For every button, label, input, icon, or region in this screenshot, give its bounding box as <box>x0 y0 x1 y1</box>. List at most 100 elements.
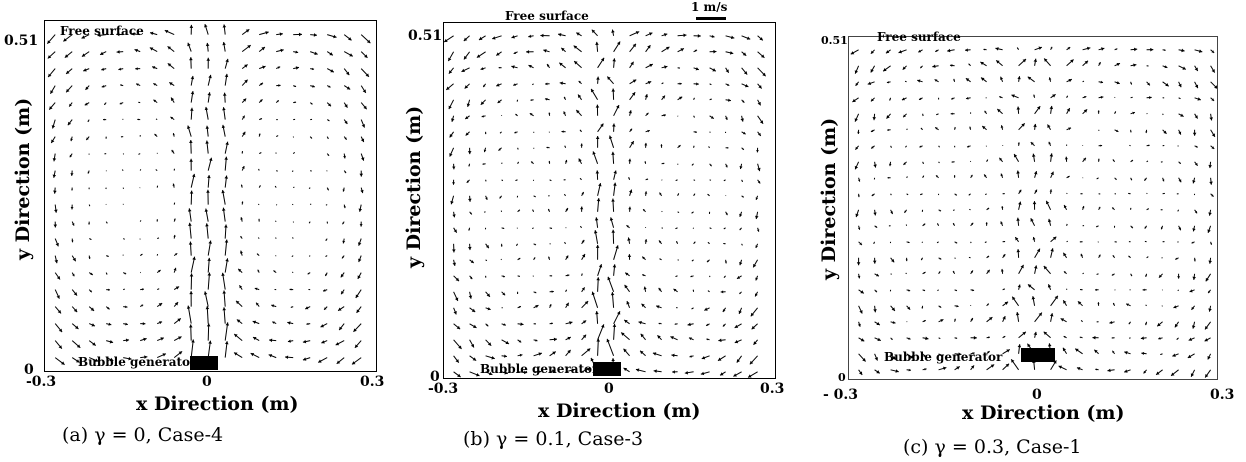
velocity-arrow <box>1124 369 1131 373</box>
velocity-arrow <box>189 24 194 35</box>
velocity-arrow <box>1130 225 1134 229</box>
velocity-arrow <box>548 256 551 260</box>
velocity-arrow <box>1178 161 1182 165</box>
velocity-arrow <box>289 288 294 291</box>
velocity-arrow <box>156 288 160 291</box>
velocity-arrow <box>101 67 107 71</box>
velocity-arrow <box>613 104 620 117</box>
velocity-arrow <box>565 302 570 309</box>
panel-a-ytick-top: 0.51 <box>4 33 39 49</box>
velocity-arrow <box>173 318 182 324</box>
velocity-arrow <box>595 170 600 180</box>
velocity-arrow <box>1031 153 1036 162</box>
velocity-arrow <box>687 322 694 327</box>
velocity-arrow <box>71 272 75 277</box>
velocity-arrow <box>661 46 670 53</box>
velocity-arrow <box>1160 161 1163 163</box>
velocity-arrow <box>187 42 192 52</box>
velocity-arrow <box>516 227 518 229</box>
velocity-arrow <box>517 305 522 309</box>
velocity-arrow <box>1027 76 1035 83</box>
velocity-arrow <box>1155 369 1163 376</box>
velocity-arrow <box>950 97 955 100</box>
velocity-arrow <box>906 337 911 340</box>
velocity-arrow <box>1208 257 1212 264</box>
velocity-arrow <box>906 128 908 131</box>
velocity-arrow <box>952 270 956 275</box>
panel-a-ylabel: y Direction (m) <box>12 97 34 260</box>
velocity-arrow <box>81 51 90 57</box>
velocity-arrow <box>890 369 899 373</box>
velocity-arrow <box>595 244 600 260</box>
velocity-arrow <box>642 208 646 213</box>
velocity-arrow <box>1160 209 1163 211</box>
velocity-arrow <box>966 145 971 148</box>
velocity-arrow <box>901 97 907 101</box>
velocity-arrow <box>563 179 566 181</box>
velocity-arrow <box>906 289 911 292</box>
velocity-arrow <box>293 66 300 70</box>
velocity-arrow <box>322 289 328 292</box>
velocity-arrow <box>69 153 73 158</box>
velocity-arrow <box>335 340 345 346</box>
velocity-arrow <box>660 144 663 148</box>
velocity-arrow <box>693 115 695 118</box>
velocity-arrow <box>1208 209 1212 216</box>
velocity-arrow <box>629 79 637 85</box>
velocity-arrow <box>560 47 566 53</box>
velocity-arrow <box>596 76 600 84</box>
velocity-arrow <box>449 131 455 138</box>
velocity-arrow <box>549 351 557 357</box>
velocity-arrow <box>292 136 295 138</box>
panel-b-xtick-mid: 0 <box>604 381 614 397</box>
velocity-arrow <box>1098 80 1104 84</box>
velocity-arrow <box>644 142 648 148</box>
velocity-arrow <box>938 337 941 340</box>
velocity-arrow <box>709 163 712 167</box>
velocity-arrow <box>1097 158 1100 162</box>
velocity-arrow <box>606 76 614 85</box>
velocity-arrow <box>1111 350 1116 355</box>
velocity-arrow <box>1162 113 1164 116</box>
velocity-arrow <box>1049 153 1054 162</box>
velocity-arrow <box>224 156 228 171</box>
velocity-arrow <box>725 146 729 149</box>
velocity-arrow <box>1162 97 1165 99</box>
velocity-arrow <box>156 185 159 188</box>
velocity-arrow <box>453 339 462 350</box>
velocity-arrow <box>453 227 458 233</box>
velocity-arrow <box>1130 159 1134 163</box>
velocity-arrow <box>140 322 146 326</box>
velocity-arrow <box>725 67 730 73</box>
velocity-arrow <box>241 28 250 36</box>
velocity-arrow <box>1162 129 1167 135</box>
velocity-arrow <box>1194 209 1198 214</box>
velocity-arrow <box>575 109 582 117</box>
velocity-arrow <box>985 193 987 196</box>
velocity-arrow <box>1047 124 1052 131</box>
velocity-arrow <box>741 243 743 246</box>
velocity-arrow <box>1049 189 1053 194</box>
velocity-arrow <box>1080 319 1083 323</box>
velocity-arrow <box>693 67 700 71</box>
velocity-arrow <box>676 307 678 309</box>
velocity-arrow <box>969 208 971 211</box>
velocity-arrow <box>122 153 125 155</box>
velocity-arrow <box>874 225 878 229</box>
velocity-arrow <box>343 34 352 41</box>
velocity-arrow <box>309 136 313 139</box>
velocity-arrow <box>690 275 694 278</box>
velocity-arrow <box>123 356 132 361</box>
velocity-arrow <box>326 136 329 140</box>
velocity-arrow <box>1144 177 1147 182</box>
velocity-arrow <box>496 83 502 87</box>
velocity-arrow <box>154 133 158 137</box>
velocity-arrow <box>239 285 243 290</box>
velocity-arrow <box>54 357 65 366</box>
velocity-arrow <box>342 187 345 192</box>
velocity-arrow <box>1062 252 1068 259</box>
velocity-arrow <box>222 107 226 120</box>
velocity-arrow <box>276 119 278 121</box>
velocity-arrow <box>1192 177 1196 184</box>
velocity-arrow <box>517 209 521 213</box>
